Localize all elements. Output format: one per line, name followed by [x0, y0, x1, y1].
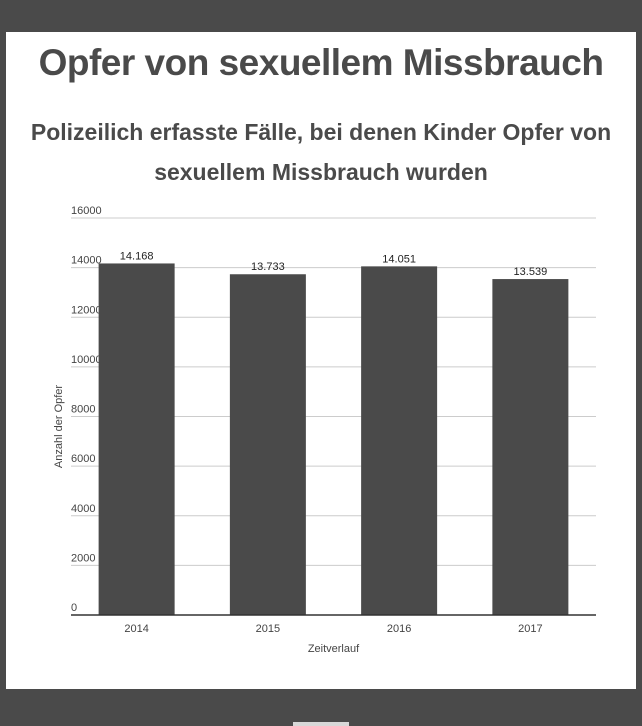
y-tick-label: 10000	[71, 354, 102, 366]
y-tick-label: 8000	[71, 404, 95, 416]
bar	[361, 266, 438, 615]
y-tick-label: 14000	[71, 255, 102, 267]
data-label: 13.733	[251, 261, 285, 273]
bottom-bar	[0, 689, 642, 726]
bottom-tab-indicator	[293, 722, 349, 726]
y-tick-label: 16000	[71, 205, 102, 217]
x-tick-label: 2017	[518, 623, 542, 635]
chart-title: Polizeilich erfasste Fälle, bei denen Ki…	[30, 119, 612, 185]
x-axis-title: Zeitverlauf	[308, 643, 360, 655]
bar	[98, 263, 175, 615]
data-label: 14.051	[382, 253, 416, 265]
data-label: 14.168	[120, 250, 154, 262]
data-label: 13.539	[514, 266, 548, 278]
x-tick-label: 2015	[256, 623, 280, 635]
y-tick-label: 12000	[71, 304, 102, 316]
bar	[229, 274, 306, 615]
y-tick-label: 6000	[71, 453, 95, 465]
page-title: Opfer von sexuellem Missbrauch	[38, 42, 604, 83]
x-tick-label: 2016	[387, 623, 411, 635]
bar	[492, 279, 569, 615]
y-tick-label: 0	[71, 602, 77, 614]
y-axis-title: Anzahl der Opfer	[53, 385, 65, 468]
y-tick-label: 2000	[71, 552, 95, 564]
y-tick-label: 4000	[71, 503, 95, 515]
x-tick-label: 2014	[124, 623, 148, 635]
